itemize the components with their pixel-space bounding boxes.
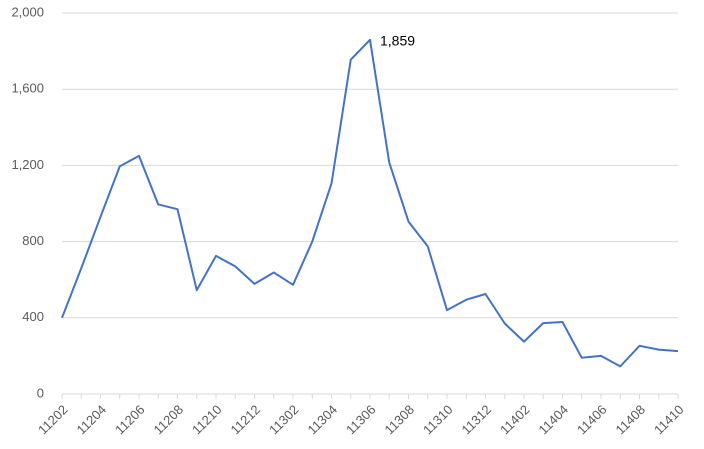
x-tick-label: 11212 [228, 402, 263, 437]
line-series [61, 38, 679, 368]
x-tick-label: 11306 [343, 402, 378, 437]
y-tick-label: 800 [22, 233, 44, 248]
x-tick-label: 11308 [382, 402, 417, 437]
x-tick-label: 11304 [305, 402, 340, 437]
x-tick-label: 11210 [189, 402, 224, 437]
x-tick-label: 11204 [74, 402, 109, 437]
y-tick-label: 400 [22, 309, 44, 324]
x-tick-label: 11410 [651, 402, 686, 437]
x-tick-label: 11406 [574, 402, 609, 437]
x-tick-label: 11408 [613, 402, 648, 437]
y-tick-label: 1,200 [11, 157, 44, 172]
x-tick-label: 11206 [112, 402, 147, 437]
x-tick-label: 11310 [420, 402, 455, 437]
x-tick-label: 11208 [151, 402, 186, 437]
x-tick-label: 11312 [459, 402, 494, 437]
y-tick-label: 0 [37, 385, 44, 400]
x-tick-label: 11404 [536, 402, 571, 437]
x-tick-label: 11302 [266, 402, 301, 437]
x-tick-label: 11202 [35, 402, 70, 437]
x-tick-label: 11402 [497, 402, 532, 437]
data-label: 1,859 [380, 33, 415, 49]
y-tick-label: 1,600 [11, 81, 44, 96]
y-tick-label: 2,000 [11, 4, 44, 19]
